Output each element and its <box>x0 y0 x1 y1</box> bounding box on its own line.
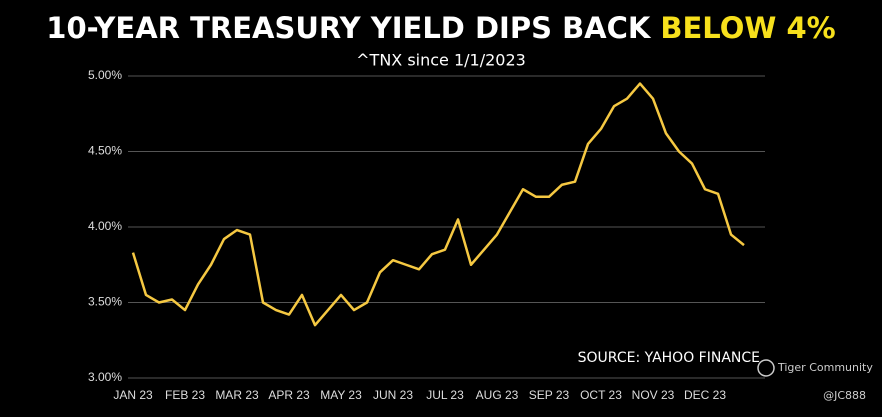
chart-subtitle: ^TNX since 1/1/2023 <box>356 51 526 70</box>
x-tick-label: JAN 23 <box>113 388 153 402</box>
y-tick-label: 4.00% <box>88 219 122 233</box>
x-tick-label: AUG 23 <box>476 388 519 402</box>
line-series <box>131 82 745 327</box>
chart-title: 10-YEAR TREASURY YIELD DIPS BACK <box>46 11 652 45</box>
chart-title-group: 10-YEAR TREASURY YIELD DIPS BACK BELOW 4% <box>46 11 835 45</box>
handle: @JC888 <box>823 389 866 402</box>
x-tick-label: JUL 23 <box>426 388 464 402</box>
x-tick-label: FEB 23 <box>165 388 205 402</box>
x-tick-label: DEC 23 <box>684 388 726 402</box>
logo-icon <box>757 359 775 377</box>
y-tick-label: 3.00% <box>88 370 122 384</box>
x-tick-label: MAY 23 <box>320 388 362 402</box>
x-tick-label: MAR 23 <box>215 388 259 402</box>
source-note: SOURCE: YAHOO FINANCE <box>578 350 760 366</box>
y-tick-label: 4.50% <box>88 144 122 158</box>
y-tick-label: 5.00% <box>88 68 122 82</box>
x-tick-label: SEP 23 <box>529 388 570 402</box>
watermark: Tiger Community <box>777 361 873 374</box>
x-tick-label: NOV 23 <box>632 388 675 402</box>
y-tick-label: 3.50% <box>88 295 122 309</box>
x-tick-label: JUN 23 <box>373 388 413 402</box>
x-tick-label: OCT 23 <box>580 388 622 402</box>
x-tick-label: APR 23 <box>268 388 310 402</box>
chart-title-highlight: BELOW 4% <box>660 11 835 45</box>
